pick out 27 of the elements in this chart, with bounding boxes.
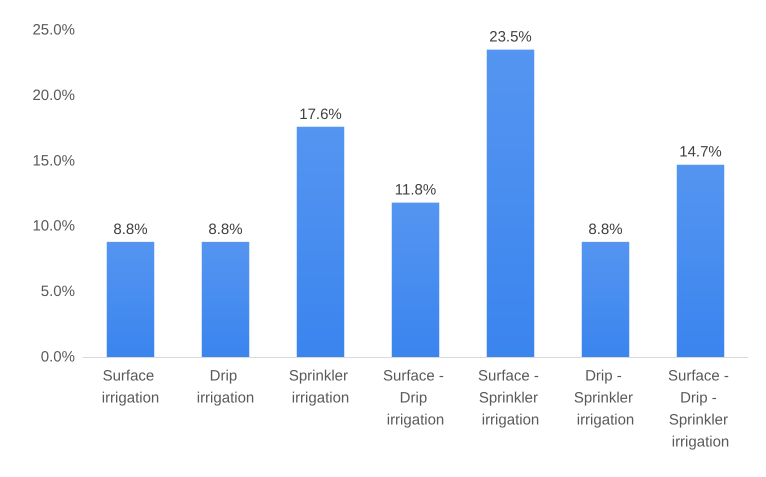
y-tick-label: 10.0% <box>32 218 75 235</box>
data-label: 8.8% <box>588 220 623 238</box>
bar <box>582 242 630 357</box>
bar <box>486 50 534 357</box>
x-tick-label: Surface - Drip - Sprinkler irrigation <box>668 368 734 450</box>
data-label: 8.8% <box>113 220 148 238</box>
bar <box>202 242 250 357</box>
bar <box>296 126 344 357</box>
x-tick-label: Drip irrigation <box>196 368 254 406</box>
data-label: 11.8% <box>394 182 436 199</box>
x-tick-label: Surface irrigation <box>102 368 160 406</box>
y-tick-label: 25.0% <box>32 22 75 38</box>
data-label: 14.7% <box>679 144 722 161</box>
bar <box>676 164 724 357</box>
x-tick-label: Surface - Sprinkler irrigation <box>478 368 544 428</box>
x-tick-label: Surface - Drip irrigation <box>382 368 448 428</box>
bar <box>392 202 440 357</box>
x-tick-label: Sprinkler irrigation <box>288 368 352 406</box>
y-tick-label: 20.0% <box>32 86 75 104</box>
bar <box>106 242 154 357</box>
y-tick-label: 5.0% <box>40 283 75 300</box>
data-label: 23.5% <box>489 28 532 46</box>
y-tick-label: 15.0% <box>32 152 75 170</box>
y-tick-label: 0.0% <box>40 348 75 366</box>
data-label: 8.8% <box>208 220 243 238</box>
x-tick-label: Drip - Sprinkler irrigation <box>574 368 638 428</box>
data-label: 17.6% <box>299 106 342 123</box>
